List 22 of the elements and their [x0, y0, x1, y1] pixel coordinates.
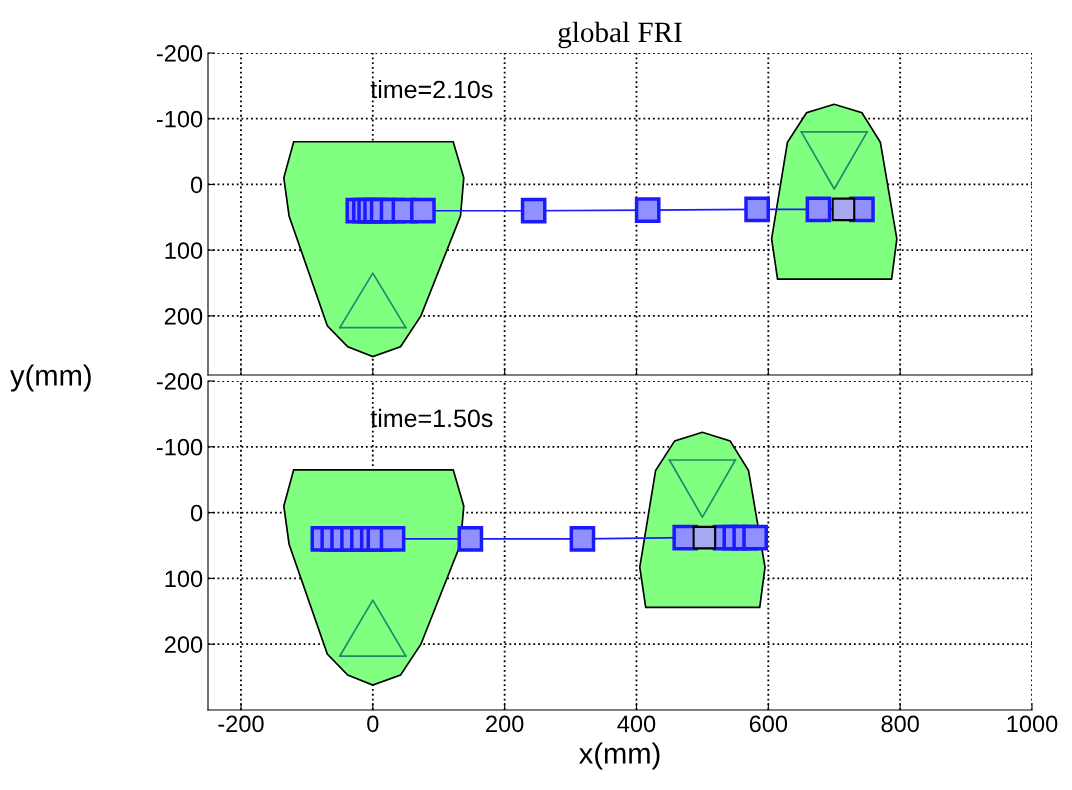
x-tick-label: 1000 — [1007, 715, 1058, 733]
y-tick-label: 0 — [190, 176, 203, 194]
y-axis-title: y(mm) — [10, 364, 91, 392]
x-tick-label: 600 — [749, 715, 788, 733]
annotation: time=2.10s — [370, 79, 493, 99]
y-tick-label: -200 — [156, 45, 203, 62]
x-tick-label: 200 — [486, 715, 524, 733]
y-tick-label: 200 — [164, 636, 203, 653]
annotation: time=1.50s — [370, 408, 493, 428]
y-tick-label: -100 — [156, 110, 203, 128]
y-tick-label: -200 — [156, 373, 203, 390]
x-tick-label: -200 — [218, 715, 264, 733]
y-tick-label: 200 — [164, 307, 203, 325]
chart-title: global FRI — [558, 21, 682, 49]
y-tick-label: 100 — [165, 242, 203, 259]
y-tick-label: 100 — [165, 570, 203, 588]
x-tick-label: 0 — [367, 715, 379, 733]
y-tick-label: -100 — [156, 438, 203, 456]
y-tick-label: 0 — [190, 504, 203, 522]
x-axis-title: x(mm) — [579, 742, 660, 770]
x-tick-label: 800 — [881, 715, 919, 733]
x-tick-label: 400 — [617, 715, 656, 733]
